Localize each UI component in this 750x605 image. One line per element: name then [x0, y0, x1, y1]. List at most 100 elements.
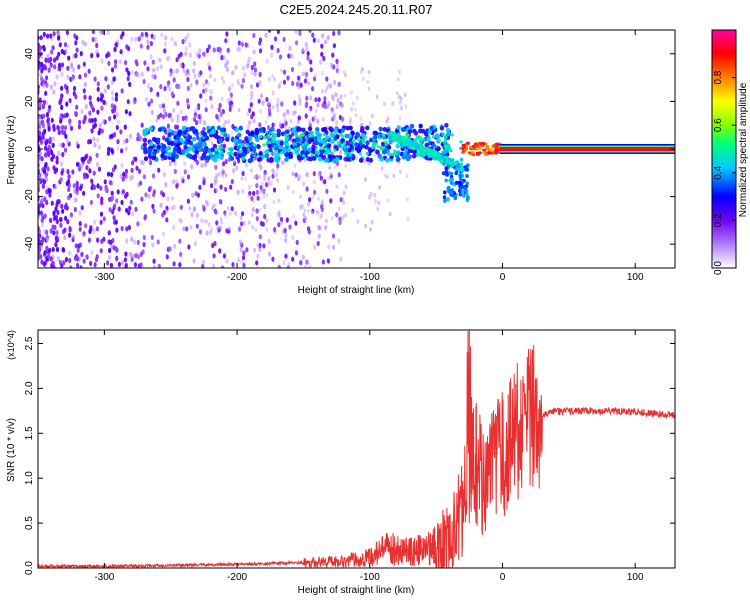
heatmap-cell [203, 162, 207, 168]
heatmap-cell [266, 124, 271, 131]
heatmap-cell [189, 224, 193, 230]
heatmap-cell [113, 114, 117, 120]
heatmap-cell [52, 230, 56, 236]
heatmap-cell [103, 88, 107, 94]
heatmap-cell [386, 145, 392, 150]
heatmap-cell [49, 63, 53, 69]
heatmap-cell [61, 124, 65, 130]
heatmap-cell [320, 70, 324, 76]
heatmap-cell [314, 150, 319, 154]
heatmap-cell [319, 59, 323, 65]
heatmap-cell [258, 135, 263, 139]
heatmap-cell [304, 140, 308, 145]
heatmap-cell [398, 100, 402, 105]
heatmap-cell [173, 243, 177, 249]
heatmap-cell [276, 128, 281, 134]
heatmap-cell [215, 220, 219, 226]
heatmap-cell [42, 31, 46, 37]
heatmap-cell [161, 192, 166, 198]
heatmap-cell [269, 180, 273, 187]
heatmap-cell [161, 114, 165, 120]
heatmap-cell [152, 67, 156, 73]
heatmap-cell [321, 102, 325, 108]
heatmap-cell [318, 225, 322, 231]
heatmap-cell [172, 77, 176, 83]
heatmap-cell [94, 36, 98, 43]
heatmap-cell [316, 211, 320, 217]
heatmap-cell [119, 173, 123, 179]
heatmap-cell [127, 210, 131, 216]
heatmap-cell [175, 142, 180, 148]
heatmap-cell [366, 79, 370, 85]
heatmap-cell [202, 218, 206, 224]
heatmap-cell [96, 96, 100, 102]
heatmap-cell [220, 131, 225, 136]
heatmap-cell [219, 150, 224, 154]
heatmap-cell [65, 30, 69, 36]
heatmap-cell [49, 228, 53, 234]
heatmap-cell [90, 128, 94, 134]
heatmap-cell [51, 136, 56, 142]
heatmap-cell [243, 72, 247, 78]
heatmap-cell [307, 126, 313, 132]
heatmap-cell [90, 178, 94, 184]
heatmap-cell [343, 147, 348, 153]
heatmap-cell [324, 151, 328, 156]
heatmap-cell [337, 206, 341, 211]
heatmap-cell [63, 83, 67, 89]
heatmap-cell [121, 176, 125, 182]
heatmap-cell [197, 154, 201, 159]
heatmap-cell [267, 30, 272, 33]
heatmap-cell [131, 253, 135, 259]
heatmap-cell [456, 164, 461, 169]
heatmap-cell [212, 253, 216, 259]
heatmap-cell [197, 53, 201, 59]
heatmap-cell [78, 242, 82, 248]
heatmap-cell [382, 126, 387, 132]
heatmap-cell [150, 98, 154, 104]
heatmap-cell [68, 98, 72, 104]
heatmap-cell [38, 101, 42, 107]
heatmap-cell [367, 69, 371, 75]
heatmap-cell [100, 58, 104, 64]
heatmap-cell [342, 190, 346, 196]
heatmap-cell [459, 140, 463, 144]
heatmap-cell [252, 190, 256, 196]
heatmap-cell [304, 131, 309, 136]
heatmap-cell [179, 137, 184, 143]
heatmap-cell [151, 59, 155, 65]
heatmap-cell [167, 113, 171, 119]
heatmap-cell [128, 205, 132, 211]
heatmap-cell [67, 178, 71, 185]
heatmap-cell [373, 130, 379, 136]
heatmap-cell [321, 33, 325, 39]
heatmap-cell [247, 194, 251, 199]
heatmap-cell [154, 117, 159, 124]
heatmap-cell [94, 257, 99, 263]
heatmap-cell [263, 173, 267, 179]
heatmap-cell [166, 145, 172, 151]
heatmap-cell [282, 259, 286, 266]
heatmap-cell [343, 93, 347, 98]
heatmap-cell [144, 31, 148, 37]
heatmap-cell [197, 147, 202, 153]
heatmap-cell [218, 225, 222, 231]
heatmap-cell [222, 79, 226, 85]
heatmap-cell [426, 147, 431, 151]
spectrogram-y-tick-label: 20 [24, 95, 35, 107]
heatmap-cell [203, 147, 208, 153]
heatmap-cell [59, 217, 63, 223]
heatmap-cell [78, 74, 82, 80]
heatmap-cell [209, 89, 213, 95]
heatmap-cell [324, 88, 328, 94]
heatmap-cell [80, 205, 84, 211]
heatmap-cell [123, 60, 128, 66]
heatmap-cell [255, 173, 259, 179]
heatmap-cell [431, 143, 436, 149]
heatmap-cell [284, 137, 289, 141]
heatmap-cell [237, 257, 241, 263]
heatmap-cell [148, 126, 154, 132]
heatmap-cell [328, 83, 331, 88]
heatmap-cell [98, 122, 102, 128]
heatmap-cell [229, 96, 233, 102]
